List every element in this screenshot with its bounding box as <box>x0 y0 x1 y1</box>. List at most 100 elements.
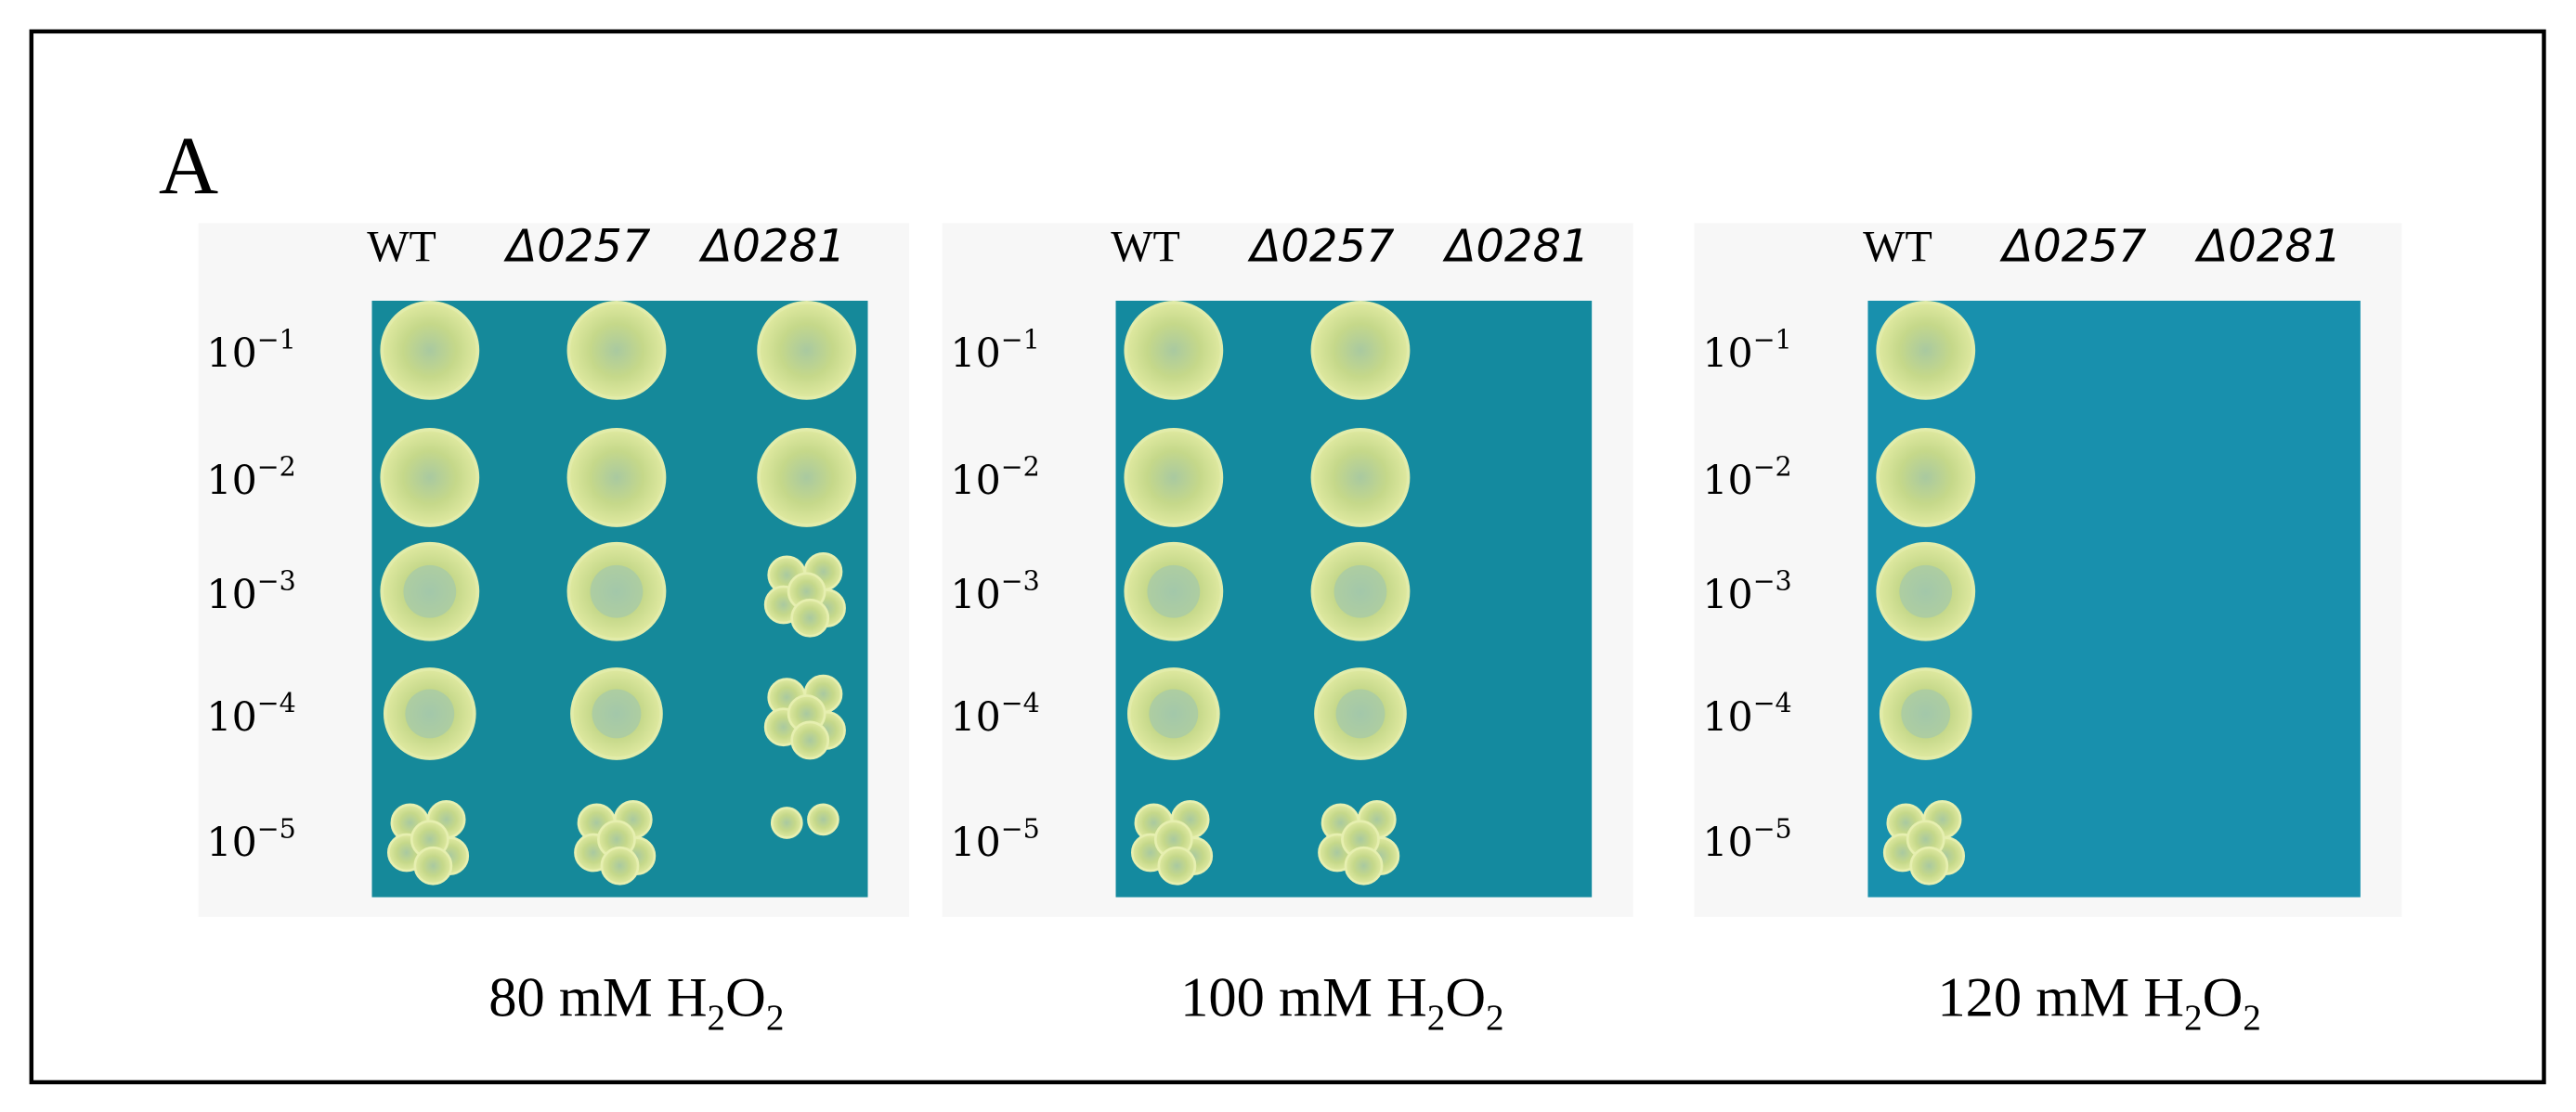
dilution-base: 10 <box>1702 820 1752 866</box>
dilution-label: 10−2 <box>950 452 1039 505</box>
colony <box>1157 846 1197 886</box>
colony-cluster <box>763 674 846 760</box>
column-header: Δ0281 <box>697 220 845 272</box>
dilution-label: 10−4 <box>206 688 295 741</box>
caption: 100 mM H2O2 <box>1180 967 1503 1038</box>
dilution-label: 10−3 <box>1702 565 1791 618</box>
caption-subscript: 2 <box>1486 998 1504 1038</box>
caption-subscript: 2 <box>2184 998 2203 1038</box>
colony-cluster <box>1130 799 1214 886</box>
colony <box>600 846 640 886</box>
frame <box>29 29 2546 1085</box>
colony-cluster <box>763 551 846 638</box>
colony-cluster <box>1882 799 1966 886</box>
dilution-label: 10−4 <box>1702 688 1791 741</box>
dilution-base: 10 <box>1702 572 1752 618</box>
caption: 120 mM H2O2 <box>1937 967 2260 1038</box>
colony <box>1344 846 1384 886</box>
column-header: Δ0257 <box>1246 220 1395 272</box>
dilution-label: 10−5 <box>1702 813 1791 866</box>
colony-center <box>1899 564 1953 618</box>
dilution-exponent: −5 <box>1001 813 1040 844</box>
colony-center <box>590 564 644 618</box>
colony <box>380 300 480 400</box>
caption-text: O <box>2203 967 2244 1029</box>
colony <box>413 846 453 886</box>
caption-text: O <box>725 967 766 1029</box>
dilution-exponent: −3 <box>1001 565 1040 596</box>
caption: 80 mM H2O2 <box>488 967 784 1038</box>
colony-cluster <box>1318 799 1400 886</box>
column-header: Δ0281 <box>2193 220 2341 272</box>
dilution-label: 10−5 <box>206 813 295 866</box>
colony <box>1909 846 1949 886</box>
dilution-base: 10 <box>950 458 1000 504</box>
colony <box>566 300 667 400</box>
colony <box>1310 428 1411 527</box>
colony <box>1876 300 1976 400</box>
colony-cluster <box>386 799 470 886</box>
dilution-label: 10−3 <box>206 565 295 618</box>
colony-center <box>592 689 642 739</box>
dilution-base: 10 <box>206 820 256 866</box>
colony <box>757 428 857 527</box>
dilution-exponent: −3 <box>257 565 296 596</box>
caption-subscript: 2 <box>708 998 726 1038</box>
dilution-base: 10 <box>1702 694 1752 741</box>
dilution-exponent: −2 <box>1753 452 1792 483</box>
colony <box>380 428 480 527</box>
dilution-exponent: −2 <box>257 452 296 483</box>
dilution-base: 10 <box>206 694 256 741</box>
caption-subscript: 2 <box>766 998 785 1038</box>
dilution-base: 10 <box>950 572 1000 618</box>
colony <box>566 428 667 527</box>
dilution-exponent: −5 <box>257 813 296 844</box>
colony <box>1124 300 1224 400</box>
dilution-exponent: −5 <box>1753 813 1792 844</box>
colony <box>770 807 803 839</box>
colony <box>790 720 830 760</box>
colony-center <box>1147 564 1201 618</box>
colony <box>1310 300 1411 400</box>
column-header: WT <box>1863 222 1932 271</box>
dilution-base: 10 <box>206 458 256 504</box>
dilution-exponent: −4 <box>257 688 296 718</box>
dilution-label: 10−4 <box>950 688 1039 741</box>
column-header: Δ0257 <box>1998 220 2147 272</box>
dilution-exponent: −1 <box>1753 325 1792 356</box>
colony-cluster <box>574 799 657 886</box>
dilution-base: 10 <box>950 330 1000 377</box>
dilution-label: 10−2 <box>206 452 295 505</box>
dilution-label: 10−2 <box>1702 452 1791 505</box>
colony-center <box>403 564 457 618</box>
colony <box>790 598 830 638</box>
colony <box>807 803 839 836</box>
dilution-base: 10 <box>950 820 1000 866</box>
colony-center <box>1901 689 1951 739</box>
dilution-base: 10 <box>1702 330 1752 377</box>
colony <box>1124 428 1224 527</box>
dilution-base: 10 <box>950 694 1000 741</box>
colony-center <box>405 689 455 739</box>
dilution-exponent: −4 <box>1753 688 1792 718</box>
dilution-label: 10−1 <box>206 325 295 378</box>
colony-center <box>1149 689 1199 739</box>
dilution-label: 10−3 <box>950 565 1039 618</box>
dilution-exponent: −1 <box>257 325 296 356</box>
dilution-base: 10 <box>1702 458 1752 504</box>
dilution-exponent: −4 <box>1001 688 1040 718</box>
caption-subscript: 2 <box>2243 998 2261 1038</box>
colony <box>1876 428 1976 527</box>
dilution-exponent: −3 <box>1753 565 1792 596</box>
panel-label: A <box>159 121 218 212</box>
dilution-exponent: −2 <box>1001 452 1040 483</box>
dilution-exponent: −1 <box>1001 325 1040 356</box>
dilution-base: 10 <box>206 330 256 377</box>
column-header: WT <box>1111 222 1180 271</box>
column-header: WT <box>367 222 436 271</box>
dilution-base: 10 <box>206 572 256 618</box>
caption-text: 120 mM H <box>1937 967 2184 1029</box>
dilution-label: 10−5 <box>950 813 1039 866</box>
